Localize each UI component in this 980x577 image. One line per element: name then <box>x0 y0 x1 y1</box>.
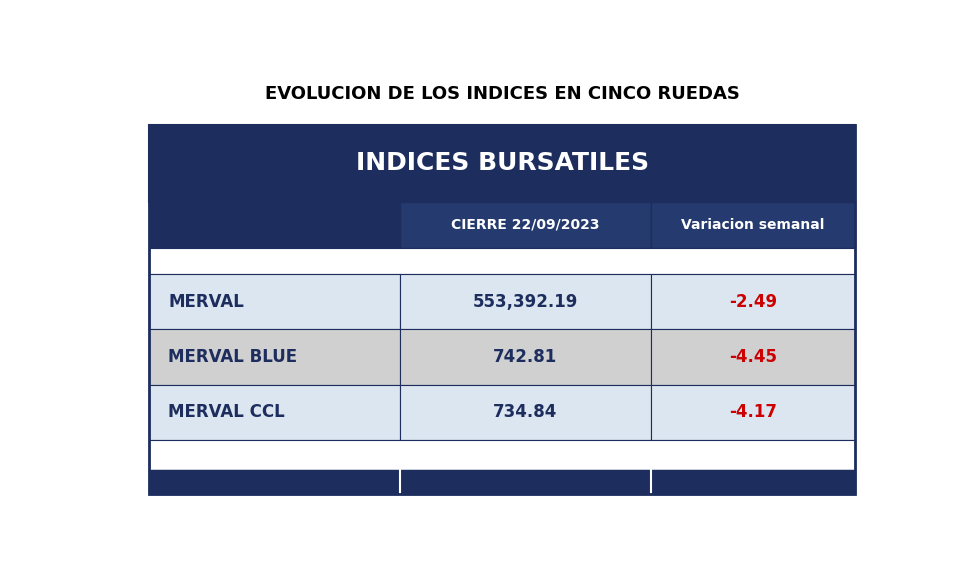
Text: 553,392.19: 553,392.19 <box>472 293 578 310</box>
Bar <box>400 329 651 385</box>
Text: MERVAL BLUE: MERVAL BLUE <box>169 348 297 366</box>
Bar <box>149 440 856 470</box>
Bar <box>400 201 651 248</box>
Bar <box>149 329 400 385</box>
Text: -4.17: -4.17 <box>729 403 777 421</box>
Text: 742.81: 742.81 <box>493 348 558 366</box>
Bar <box>149 125 856 493</box>
Text: EVOLUCION DE LOS INDICES EN CINCO RUEDAS: EVOLUCION DE LOS INDICES EN CINCO RUEDAS <box>265 85 740 103</box>
Bar <box>651 201 856 248</box>
Bar <box>149 201 400 248</box>
Text: INDICES BURSATILES: INDICES BURSATILES <box>356 151 649 175</box>
Text: MERVAL CCL: MERVAL CCL <box>169 403 285 421</box>
Text: -2.49: -2.49 <box>729 293 777 310</box>
Bar <box>149 385 400 440</box>
Bar <box>651 329 856 385</box>
Text: CIERRE 22/09/2023: CIERRE 22/09/2023 <box>451 218 600 232</box>
Bar <box>149 248 856 274</box>
Bar <box>149 274 400 329</box>
Text: 734.84: 734.84 <box>493 403 558 421</box>
Text: -4.45: -4.45 <box>729 348 777 366</box>
Bar <box>149 470 856 493</box>
Bar <box>651 385 856 440</box>
Bar <box>400 385 651 440</box>
Bar <box>149 125 856 201</box>
Text: MERVAL: MERVAL <box>169 293 244 310</box>
Bar <box>651 274 856 329</box>
Bar <box>400 274 651 329</box>
Text: Variacion semanal: Variacion semanal <box>681 218 825 232</box>
